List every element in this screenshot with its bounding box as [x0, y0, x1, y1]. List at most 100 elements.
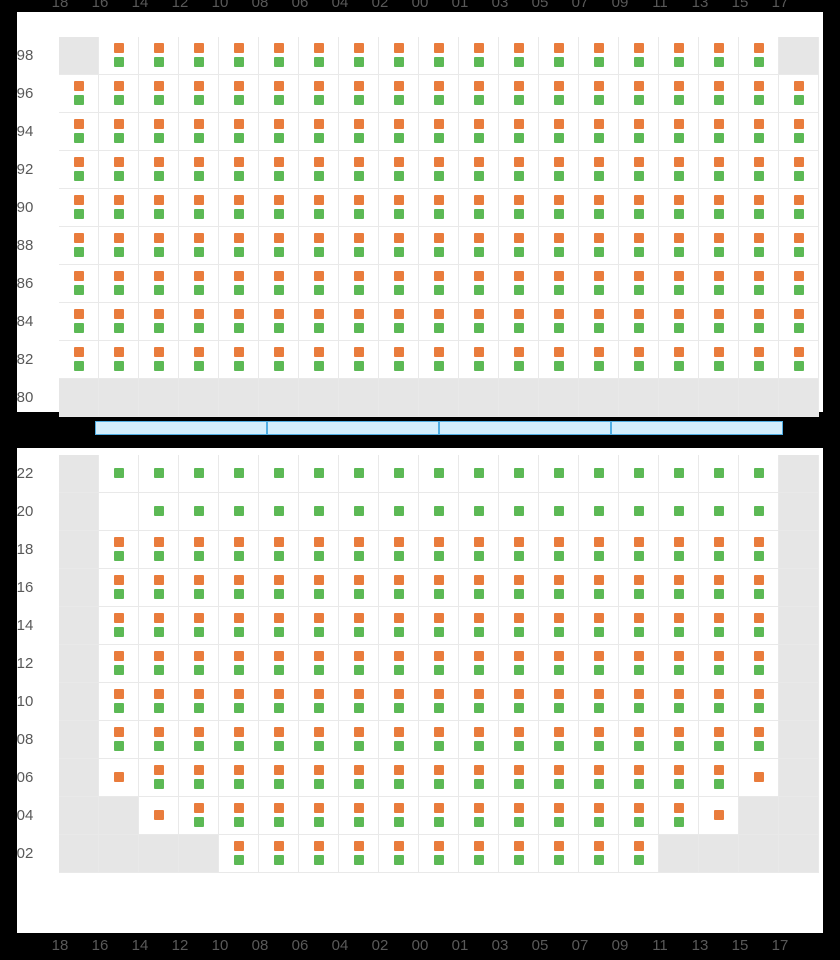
rack-cell[interactable]: [579, 683, 619, 721]
rack-cell[interactable]: [579, 341, 619, 379]
rack-cell[interactable]: [459, 113, 499, 151]
rack-cell[interactable]: [739, 455, 779, 493]
rack-cell[interactable]: [619, 151, 659, 189]
rack-cell[interactable]: [99, 37, 139, 75]
rack-cell[interactable]: [699, 569, 739, 607]
rack-cell[interactable]: [539, 645, 579, 683]
rack-cell[interactable]: [99, 645, 139, 683]
rack-cell[interactable]: [379, 835, 419, 873]
rack-cell[interactable]: [659, 379, 699, 417]
rack-cell[interactable]: [739, 569, 779, 607]
rack-cell[interactable]: [539, 303, 579, 341]
rack-cell[interactable]: [779, 683, 819, 721]
rack-cell[interactable]: [499, 721, 539, 759]
rack-cell[interactable]: [459, 645, 499, 683]
rack-cell[interactable]: [699, 189, 739, 227]
rack-cell[interactable]: [699, 493, 739, 531]
rack-cell[interactable]: [779, 759, 819, 797]
rack-cell[interactable]: [339, 379, 379, 417]
rack-cell[interactable]: [699, 645, 739, 683]
rack-cell[interactable]: [259, 37, 299, 75]
rack-cell[interactable]: [779, 797, 819, 835]
rack-cell[interactable]: [339, 683, 379, 721]
rack-cell[interactable]: [459, 835, 499, 873]
rack-cell[interactable]: [99, 721, 139, 759]
rack-cell[interactable]: [619, 835, 659, 873]
rack-cell[interactable]: [59, 379, 99, 417]
rack-cell[interactable]: [379, 37, 419, 75]
rack-cell[interactable]: [699, 265, 739, 303]
rack-cell[interactable]: [419, 759, 459, 797]
rack-cell[interactable]: [259, 455, 299, 493]
rack-cell[interactable]: [139, 607, 179, 645]
rack-cell[interactable]: [779, 607, 819, 645]
rack-cell[interactable]: [619, 759, 659, 797]
rack-cell[interactable]: [739, 531, 779, 569]
rack-cell[interactable]: [579, 797, 619, 835]
rack-cell[interactable]: [419, 37, 459, 75]
rack-cell[interactable]: [699, 227, 739, 265]
rack-cell[interactable]: [299, 835, 339, 873]
rack-cell[interactable]: [259, 569, 299, 607]
rack-cell[interactable]: [379, 227, 419, 265]
rack-cell[interactable]: [299, 569, 339, 607]
rack-cell[interactable]: [539, 151, 579, 189]
rack-cell[interactable]: [139, 151, 179, 189]
rack-cell[interactable]: [579, 227, 619, 265]
rack-cell[interactable]: [219, 455, 259, 493]
rack-cell[interactable]: [499, 455, 539, 493]
rack-cell[interactable]: [539, 189, 579, 227]
rack-cell[interactable]: [379, 379, 419, 417]
rack-cell[interactable]: [99, 455, 139, 493]
rack-cell[interactable]: [99, 189, 139, 227]
rack-cell[interactable]: [379, 189, 419, 227]
rack-cell[interactable]: [379, 797, 419, 835]
rack-cell[interactable]: [59, 645, 99, 683]
rack-cell[interactable]: [139, 683, 179, 721]
rack-cell[interactable]: [219, 607, 259, 645]
rack-cell[interactable]: [659, 37, 699, 75]
rack-cell[interactable]: [539, 265, 579, 303]
rack-cell[interactable]: [739, 683, 779, 721]
rack-cell[interactable]: [539, 607, 579, 645]
rack-cell[interactable]: [299, 493, 339, 531]
rack-cell[interactable]: [99, 607, 139, 645]
rack-cell[interactable]: [499, 607, 539, 645]
rack-cell[interactable]: [619, 683, 659, 721]
rack-cell[interactable]: [299, 455, 339, 493]
rack-cell[interactable]: [539, 341, 579, 379]
rack-cell[interactable]: [339, 607, 379, 645]
rack-cell[interactable]: [419, 455, 459, 493]
rack-cell[interactable]: [299, 37, 339, 75]
rack-cell[interactable]: [659, 607, 699, 645]
rack-cell[interactable]: [339, 341, 379, 379]
rack-cell[interactable]: [579, 151, 619, 189]
rack-cell[interactable]: [99, 113, 139, 151]
rack-cell[interactable]: [659, 493, 699, 531]
rack-cell[interactable]: [99, 151, 139, 189]
rack-cell[interactable]: [99, 265, 139, 303]
rack-cell[interactable]: [579, 265, 619, 303]
rack-cell[interactable]: [259, 151, 299, 189]
rack-cell[interactable]: [339, 835, 379, 873]
rack-cell[interactable]: [259, 645, 299, 683]
rack-cell[interactable]: [619, 379, 659, 417]
rack-cell[interactable]: [179, 341, 219, 379]
rack-cell[interactable]: [299, 721, 339, 759]
rack-cell[interactable]: [499, 189, 539, 227]
rack-cell[interactable]: [179, 531, 219, 569]
rack-cell[interactable]: [259, 683, 299, 721]
rack-cell[interactable]: [379, 303, 419, 341]
rack-cell[interactable]: [579, 303, 619, 341]
rack-cell[interactable]: [619, 265, 659, 303]
rack-cell[interactable]: [339, 759, 379, 797]
rack-cell[interactable]: [739, 797, 779, 835]
rack-cell[interactable]: [179, 75, 219, 113]
rack-cell[interactable]: [779, 113, 819, 151]
rack-cell[interactable]: [179, 455, 219, 493]
rack-cell[interactable]: [739, 379, 779, 417]
rack-cell[interactable]: [419, 721, 459, 759]
rack-cell[interactable]: [139, 721, 179, 759]
rack-cell[interactable]: [739, 75, 779, 113]
rack-cell[interactable]: [219, 151, 259, 189]
